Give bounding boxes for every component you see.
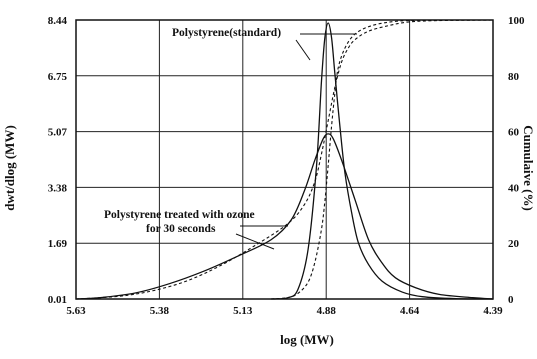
annotation-ozone-line1: Polystyrene treated with ozone bbox=[104, 209, 255, 221]
x-tick-label: 4.88 bbox=[317, 305, 337, 317]
x-tick-label: 5.38 bbox=[150, 305, 170, 317]
y-tick-label-right: 100 bbox=[508, 15, 525, 27]
series-group bbox=[75, 19, 494, 300]
y-tick-label-left: 0.01 bbox=[48, 294, 67, 306]
tick-labels: 5.63 5.38 5.13 4.88 4.64 4.39 8.44 100 6.75 80 5.0… bbox=[48, 15, 525, 317]
y-tick-label-right: 40 bbox=[508, 182, 520, 194]
y-axis-title-right: Cumulaive (%) bbox=[521, 125, 536, 211]
y-tick-label-left: 6.75 bbox=[48, 71, 68, 83]
y-tick-label-left: 3.38 bbox=[48, 182, 68, 194]
grid bbox=[76, 20, 493, 299]
series-line-1-distribution bbox=[75, 133, 494, 300]
annotation-standard: Polystyrene(standard) bbox=[172, 27, 281, 39]
y-axis-title-left: dwt/dlog (MW) bbox=[2, 125, 17, 211]
y-tick-label-right: 80 bbox=[508, 71, 520, 83]
series-line-3-cumulative bbox=[75, 19, 494, 300]
series-line-2-distribution bbox=[270, 22, 494, 300]
x-axis-title: log (MW) bbox=[280, 332, 334, 347]
annotation-ozone-pointer bbox=[235, 233, 275, 250]
plot-frame bbox=[75, 19, 494, 300]
y-tick-label-right: 60 bbox=[508, 127, 520, 139]
y-tick-label-right: 0 bbox=[508, 294, 514, 306]
x-tick-label: 5.13 bbox=[233, 305, 253, 317]
y-tick-label-left: 5.07 bbox=[48, 127, 68, 139]
plot-border bbox=[75, 19, 494, 300]
annotation-ozone-line2: for 30 seconds bbox=[146, 223, 216, 235]
y-tick-label-left: 8.44 bbox=[48, 15, 68, 27]
annotation-standard-pointer bbox=[295, 39, 311, 61]
x-tick-label: 4.64 bbox=[400, 305, 420, 317]
x-tick-label: 4.39 bbox=[483, 305, 503, 317]
series-line-4-cumulative bbox=[271, 19, 494, 300]
y-tick-label-right: 20 bbox=[508, 238, 520, 250]
y-tick-label-left: 1.69 bbox=[48, 238, 68, 250]
x-tick-label: 5.63 bbox=[66, 305, 86, 317]
